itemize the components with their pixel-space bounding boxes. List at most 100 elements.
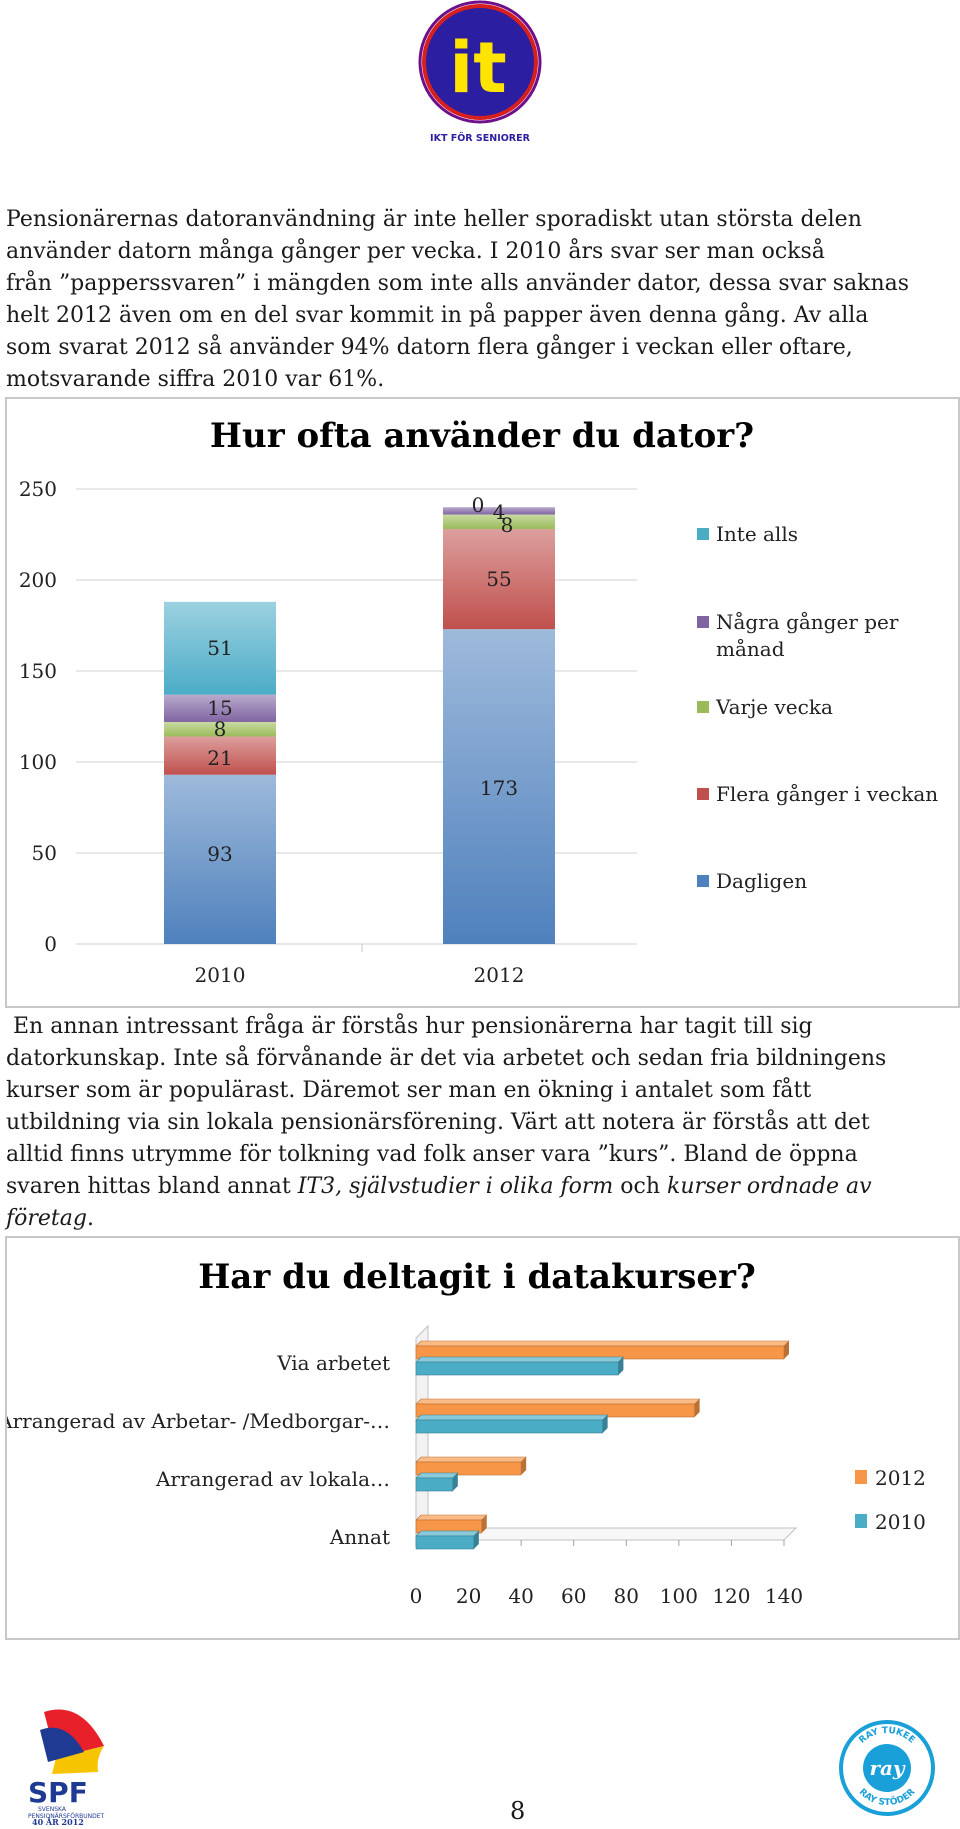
bar-end-face: [694, 1399, 700, 1417]
bar-end-face: [602, 1415, 608, 1433]
x-tick-label: 2010: [195, 963, 246, 987]
bar-segment: [164, 774, 276, 944]
italic-span: företag: [6, 1206, 87, 1231]
spf-logo: SPF SVENSKA PENSIONÄRSFÖRBUNDET 40 ÅR 20…: [26, 1700, 126, 1827]
legend-swatch: [697, 528, 709, 540]
spf-sub-2: PENSIONÄRSFÖRBUNDET: [28, 1813, 105, 1820]
bar: [415, 1361, 619, 1376]
y-tick-label: 150: [19, 659, 57, 683]
bar-top-face: [415, 1514, 488, 1521]
legend-label: Varje vecka: [715, 695, 833, 719]
legend-swatch: [697, 875, 709, 887]
category-label: Via arbetet: [276, 1351, 390, 1375]
bar-end-face: [473, 1531, 479, 1549]
bar-segment: [443, 529, 555, 630]
courses-chart-svg: Har du deltagit i datakurser? 0 20 40 60 80 10…: [7, 1257, 926, 1608]
text-line: motsvarande siffra 2010 var 61%.: [6, 367, 385, 392]
x-tick-label: 140: [765, 1584, 803, 1608]
text-line: använder datorn många gånger per vecka. …: [6, 239, 825, 264]
data-label: 0: [472, 493, 485, 517]
legend-swatch: [855, 1514, 867, 1528]
bar-end-face: [481, 1515, 487, 1533]
data-label: 51: [207, 636, 232, 660]
legend-label: 2012: [875, 1466, 926, 1490]
y-tick-label: 50: [32, 841, 57, 865]
ray-center-text: ray: [869, 1756, 905, 1780]
usage-frequency-chart-svg: Hur ofta använder du dator?0501001502002…: [19, 416, 938, 987]
legend-swatch: [697, 616, 709, 628]
x-tick-label: 80: [614, 1584, 639, 1608]
bar-segment: [164, 721, 276, 737]
category-label: Annat: [329, 1525, 390, 1549]
courses-paragraph: En annan intressant fråga är förstås hur…: [6, 1011, 956, 1235]
legend-label: Några gånger per: [716, 610, 899, 634]
intro-paragraph: Pensionärernas datoranvändning är inte h…: [6, 204, 956, 396]
x-tick-label: 120: [712, 1584, 750, 1608]
data-label: 8: [501, 513, 514, 537]
bar-end-face: [521, 1457, 527, 1475]
bar-top-face: [415, 1414, 609, 1421]
it-logo: it IKT FÖR SENIORER: [418, 0, 542, 150]
italic-span: IT3, självstudier i olika form: [297, 1174, 614, 1199]
data-label: 93: [207, 842, 232, 866]
courses-chart: Har du deltagit i datakurser? 0 20 40 60 80 10…: [5, 1236, 960, 1640]
text-line: datorkunskap. Inte så förvånande är det …: [6, 1046, 887, 1071]
text-line: företag.: [6, 1203, 956, 1235]
bar: [415, 1419, 603, 1434]
text-span: och: [613, 1174, 667, 1199]
bar-top-face: [415, 1356, 625, 1363]
legend-swatch: [697, 788, 709, 800]
x-tick-label: 60: [561, 1584, 586, 1608]
x-tick-label: 0: [410, 1584, 423, 1608]
it-logo-caption: IKT FÖR SENIORER: [430, 133, 531, 144]
usage-frequency-chart: Hur ofta använder du dator? 0 50 100 150 200 2…: [5, 397, 960, 1008]
text-line: kurser som är populärast. Däremot ser ma…: [6, 1078, 812, 1103]
bar-segment: [443, 507, 555, 515]
page-number: 8: [510, 1797, 526, 1825]
bar: [415, 1477, 454, 1492]
spf-sub-1: SVENSKA: [38, 1806, 67, 1813]
legend-label: Inte alls: [716, 522, 798, 546]
text-line: som svarat 2012 så använder 94% datorn f…: [6, 335, 853, 360]
data-label: 4: [493, 500, 506, 524]
it-logo-graphic: it IKT FÖR SENIORER: [418, 0, 542, 144]
bar-top-face: [415, 1398, 701, 1405]
legend-label: 2010: [875, 1510, 926, 1534]
category-label: Arrangerad av Arbetar- /Medborgar-…: [7, 1409, 390, 1433]
bar-end-face: [618, 1357, 624, 1375]
data-label: 173: [480, 776, 518, 800]
bar-segment: [443, 629, 555, 944]
data-label: 55: [486, 567, 511, 591]
bar-segment: [443, 514, 555, 530]
bar-top-face: [415, 1456, 527, 1463]
legend-label: Flera gånger i veckan: [716, 782, 938, 806]
bar-segment: [164, 736, 276, 775]
text-span: svaren hittas bland annat: [6, 1174, 298, 1199]
y-tick-label: 0: [44, 932, 57, 956]
x-tick-label: 100: [660, 1584, 698, 1608]
bar-top-face: [415, 1530, 480, 1537]
bar-end-face: [784, 1341, 789, 1359]
text-span: .: [86, 1206, 94, 1231]
bar-top-face: [415, 1340, 790, 1347]
bar-segment: [164, 601, 276, 695]
text-line: En annan intressant fråga är förstås hur…: [6, 1014, 813, 1039]
data-label: 8: [214, 717, 227, 741]
text-line: helt 2012 även om en del svar kommit in …: [6, 303, 869, 328]
text-line: alltid finns utrymme för tolkning vad fo…: [6, 1142, 858, 1167]
y-tick-label: 200: [19, 568, 57, 592]
x-tick-label: 40: [508, 1584, 533, 1608]
spf-logo-graphic: SPF SVENSKA PENSIONÄRSFÖRBUNDET 40 ÅR 20…: [28, 1709, 105, 1827]
bar-top-face: [415, 1472, 459, 1479]
legend-label: månad: [716, 637, 785, 661]
bar: [415, 1535, 475, 1550]
bar-segment: [164, 694, 276, 722]
spf-sub-3: 40 ÅR 2012: [32, 1817, 84, 1825]
ray-logo: RAY TUKEE RAY STÖDER ray: [838, 1712, 936, 1822]
ray-logo-graphic: RAY TUKEE RAY STÖDER ray: [839, 1720, 935, 1816]
chart-title: Hur ofta använder du dator?: [210, 416, 754, 456]
legend-swatch: [697, 701, 709, 713]
x-tick-label: 2012: [474, 963, 525, 987]
spf-logo-text: SPF: [28, 1776, 88, 1809]
text-line: Pensionärernas datoranvändning är inte h…: [6, 207, 862, 232]
